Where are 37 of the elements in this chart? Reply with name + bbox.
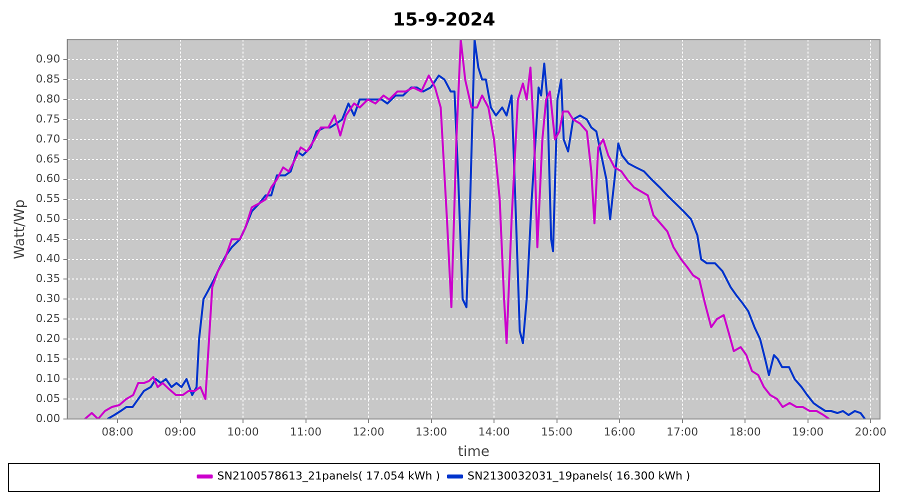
x-tick-label: 15:00 [540, 425, 573, 438]
y-tick-label: 0.30 [36, 292, 60, 306]
x-tick-label: 19:00 [792, 425, 824, 438]
y-tick-label: 0.70 [36, 132, 60, 146]
x-tick-label: 10:00 [227, 425, 259, 438]
legend-label: SN2130032031_19panels( 16.300 kWh ) [468, 469, 690, 482]
x-tick-label: 08:00 [102, 425, 134, 438]
x-tick-label: 14:00 [478, 425, 510, 438]
x-axis-title: time [458, 444, 490, 460]
chart-title: 15-9-2024 [392, 9, 496, 30]
y-tick-label: 0.55 [36, 192, 60, 206]
x-tick-label: 16:00 [604, 425, 636, 438]
x-tick-label: 11:00 [290, 425, 322, 438]
y-tick-label: 0.15 [36, 352, 60, 365]
y-tick-label: 0.25 [36, 312, 60, 326]
y-tick-label: 0.05 [36, 392, 60, 405]
x-tick-label: 12:00 [352, 425, 384, 438]
x-tick-label: 09:00 [164, 425, 196, 438]
y-axis-title: Watt/Wp [12, 199, 28, 260]
y-tick-label: 0.65 [36, 152, 60, 166]
y-tick-label: 0.50 [36, 212, 60, 226]
x-tick-label: 18:00 [729, 425, 761, 438]
y-tick-label: 0.60 [36, 172, 60, 186]
x-tick-label: 17:00 [666, 425, 698, 438]
x-tick-label: 13:00 [415, 425, 448, 438]
y-tick-label: 0.35 [36, 272, 60, 286]
y-tick-label: 0.20 [36, 332, 60, 345]
y-tick-label: 0.40 [36, 252, 60, 266]
y-tick-label: 0.90 [36, 52, 60, 66]
legend-label: SN2100578613_21panels( 17.054 kWh ) [217, 469, 440, 482]
y-tick-label: 0.75 [36, 112, 60, 126]
y-tick-label: 0.00 [36, 412, 60, 425]
y-tick-label: 0.85 [36, 72, 60, 86]
x-tick-label: 20:00 [854, 425, 886, 438]
y-tick-label: 0.10 [36, 372, 60, 385]
y-tick-label: 0.45 [36, 232, 60, 246]
y-tick-label: 0.80 [36, 92, 60, 106]
